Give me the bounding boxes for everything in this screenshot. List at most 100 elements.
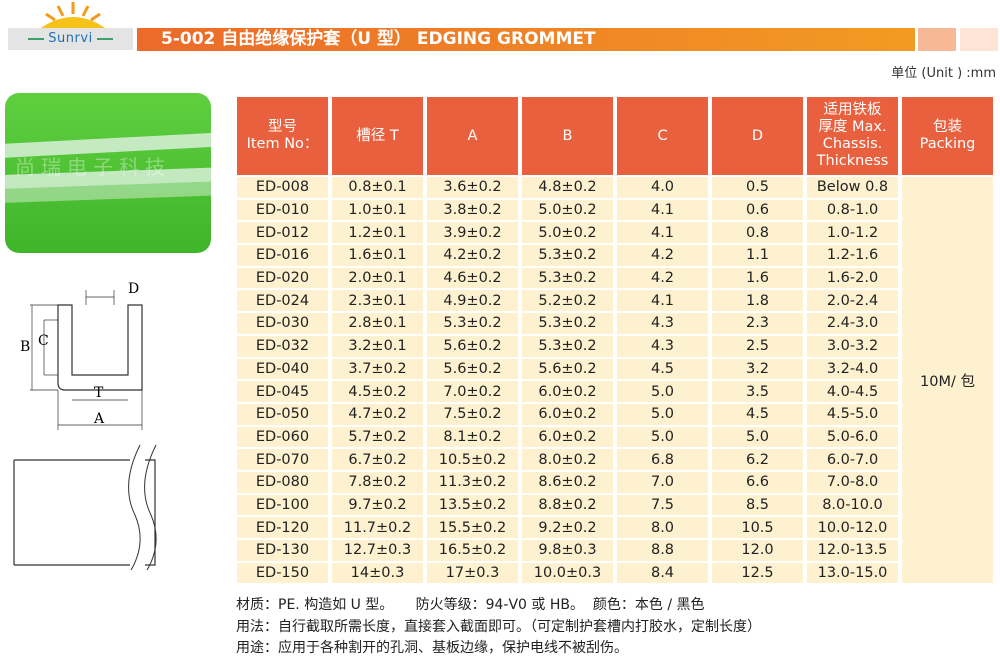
table-cell: 4.8±0.2 (522, 177, 613, 198)
table-cell: Below 0.8 (807, 177, 898, 198)
table-cell: 5.0±0.2 (522, 199, 613, 221)
table-cell: 6.2 (712, 449, 803, 470)
table-cell: 3.7±0.2 (332, 358, 423, 380)
column-header: 型号 Item No： (237, 97, 328, 175)
table-row: ED-130 12.7±0.3 16.5±0.2 9.8±0.3 8.8 12.0 12.0… (237, 540, 993, 561)
table-row: ED-040 3.7±0.2 5.6±0.2 5.6±0.2 4.5 3.2 3.2-4.0 (237, 358, 993, 380)
table-cell: 4.3 (617, 313, 708, 334)
table-cell: 5.3±0.2 (522, 313, 613, 334)
packing-cell: 10M/ 包 (902, 177, 993, 584)
table-cell: ED-130 (237, 540, 328, 561)
table-cell: 3.0-3.2 (807, 335, 898, 357)
table-cell: 1.6±0.1 (332, 245, 423, 266)
table-cell: 8.8±0.2 (522, 494, 613, 516)
table-cell: 7.0±0.2 (427, 381, 518, 402)
table-cell: 8.0-10.0 (807, 494, 898, 516)
table-cell: 3.8±0.2 (427, 199, 518, 221)
table-cell: 4.3 (617, 335, 708, 357)
table-row: ED-024 2.3±0.1 4.9±0.2 5.2±0.2 4.1 1.8 2.0-2.4 (237, 290, 993, 312)
table-cell: 5.6±0.2 (427, 335, 518, 357)
table-cell: 4.1 (617, 199, 708, 221)
table-row: ED-032 3.2±0.1 5.6±0.2 5.3±0.2 4.3 2.5 3.0-3.2 (237, 335, 993, 357)
table-cell: 0.8 (712, 222, 803, 244)
table-cell: ED-008 (237, 177, 328, 198)
column-header: B (522, 97, 613, 175)
table-cell: 11.3±0.2 (427, 471, 518, 493)
column-header: A (427, 97, 518, 175)
table-cell: 10.0±0.3 (522, 562, 613, 584)
table-cell: 5.6±0.2 (522, 358, 613, 380)
table-cell: 13.5±0.2 (427, 494, 518, 516)
table-cell: 1.2±0.1 (332, 222, 423, 244)
table-cell: 5.3±0.2 (522, 245, 613, 266)
table-cell: 8.1±0.2 (427, 426, 518, 448)
table-row: ED-008 0.8±0.1 3.6±0.2 4.8±0.2 4.0 0.5 Below 0… (237, 177, 993, 584)
table-cell: ED-020 (237, 267, 328, 289)
table-cell: 4.2 (617, 267, 708, 289)
table-cell: 4.9±0.2 (427, 290, 518, 312)
table-cell: 7.5 (617, 494, 708, 516)
table-row: ED-010 1.0±0.1 3.8±0.2 5.0±0.2 4.1 0.6 0.8-1.0 (237, 199, 993, 221)
table-cell: 1.6-2.0 (807, 267, 898, 289)
brand-logo: Sunrvi (8, 31, 133, 46)
table-cell: 5.7±0.2 (332, 426, 423, 448)
table-cell: ED-024 (237, 290, 328, 312)
table-cell: 3.9±0.2 (427, 222, 518, 244)
table-cell: ED-080 (237, 471, 328, 493)
table-cell: 7.0 (617, 471, 708, 493)
table-cell: ED-032 (237, 335, 328, 357)
table-cell: ED-060 (237, 426, 328, 448)
table-cell: 6.0±0.2 (522, 381, 613, 402)
table-row: ED-030 2.8±0.1 5.3±0.2 5.3±0.2 4.3 2.3 2.4-3.0 (237, 313, 993, 334)
table-cell: 3.6±0.2 (427, 177, 518, 198)
spec-table: 型号 Item No： 槽径 T A B C D 适用铁板 厚度 Max. Chassis.… (233, 95, 997, 585)
column-header: D (712, 97, 803, 175)
table-cell: 5.0 (617, 403, 708, 425)
column-header: 槽径 T (332, 97, 423, 175)
table-cell: 4.5±0.2 (332, 381, 423, 402)
table-cell: 3.5 (712, 381, 803, 402)
table-cell: 4.1 (617, 290, 708, 312)
table-cell: 0.8-1.0 (807, 199, 898, 221)
table-cell: ED-150 (237, 562, 328, 584)
table-row: ED-150 14±0.3 17±0.3 10.0±0.3 8.4 12.5 13.0-15… (237, 562, 993, 584)
table-cell: ED-030 (237, 313, 328, 334)
table-cell: 8.5 (712, 494, 803, 516)
table-cell: 4.2 (617, 245, 708, 266)
table-cell: 1.0-1.2 (807, 222, 898, 244)
table-cell: 8.8 (617, 540, 708, 561)
table-cell: 0.5 (712, 177, 803, 198)
note-application: 用途：应用于各种割开的孔洞、基板边缘，保护电线不被刮伤。 (236, 640, 628, 656)
table-cell: 3.2 (712, 358, 803, 380)
table-cell: 11.7±0.2 (332, 517, 423, 538)
table-cell: 1.0±0.1 (332, 199, 423, 221)
table-cell: ED-016 (237, 245, 328, 266)
table-cell: 6.8 (617, 449, 708, 470)
table-cell: 8.4 (617, 562, 708, 584)
table-cell: 6.0±0.2 (522, 426, 613, 448)
table-cell: 2.5 (712, 335, 803, 357)
table-cell: 4.2±0.2 (427, 245, 518, 266)
table-cell: 7.0-8.0 (807, 471, 898, 493)
table-cell: 5.0-6.0 (807, 426, 898, 448)
table-cell: 9.7±0.2 (332, 494, 423, 516)
table-row: ED-080 7.8±0.2 11.3±0.2 8.6±0.2 7.0 6.6 7.0-8.… (237, 471, 993, 493)
table-cell: 7.8±0.2 (332, 471, 423, 493)
table-cell: 4.7±0.2 (332, 403, 423, 425)
table-cell: 0.8±0.1 (332, 177, 423, 198)
table-cell: 12.0-13.5 (807, 540, 898, 561)
table-cell: 2.8±0.1 (332, 313, 423, 334)
table-cell: 2.3±0.1 (332, 290, 423, 312)
table-cell: 13.0-15.0 (807, 562, 898, 584)
table-cell: ED-012 (237, 222, 328, 244)
table-row: ED-012 1.2±0.1 3.9±0.2 5.0±0.2 4.1 0.8 1.0-1.2 (237, 222, 993, 244)
table-cell: 1.8 (712, 290, 803, 312)
table-cell: 15.5±0.2 (427, 517, 518, 538)
table-cell: 2.0-2.4 (807, 290, 898, 312)
table-cell: 1.1 (712, 245, 803, 266)
table-cell: 5.0 (617, 426, 708, 448)
table-cell: 2.3 (712, 313, 803, 334)
notes: 材质：PE. 构造如 U 型。 防火等级：94-V0 或 HB。 颜色：本色 /… (236, 595, 761, 660)
table-row: ED-045 4.5±0.2 7.0±0.2 6.0±0.2 5.0 3.5 4.0-4.5 (237, 381, 993, 402)
table-cell: 5.2±0.2 (522, 290, 613, 312)
